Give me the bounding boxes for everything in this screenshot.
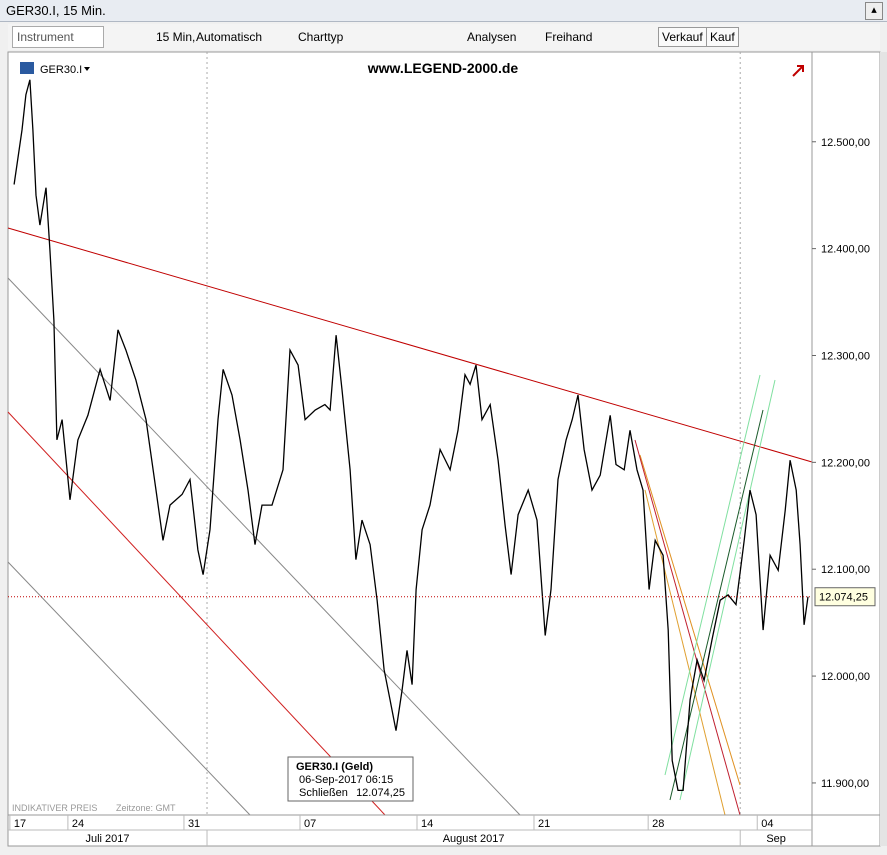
x-tick-label: 24	[72, 818, 84, 830]
trend-line	[679, 379, 776, 801]
trend-line	[664, 374, 761, 776]
title-bar: GER30.I, 15 Min. ▴	[0, 0, 887, 22]
tooltip-box	[287, 756, 414, 802]
trend-lines	[7, 227, 813, 816]
y-tick-label: 12.100,00	[821, 564, 870, 576]
chart-frame	[7, 51, 881, 847]
x-tick-label: 17	[14, 818, 26, 830]
month-label: August 2017	[443, 833, 505, 845]
tooltip-value: 12.074,25	[356, 787, 405, 799]
trend-line	[644, 489, 726, 816]
trend-line	[634, 439, 741, 816]
price-note: INDIKATIVER PREIS	[12, 803, 97, 813]
x-tick-label: 07	[304, 818, 316, 830]
legend-dropdown[interactable]	[84, 67, 90, 71]
y-tick-label: 12.200,00	[821, 457, 870, 469]
instrument-icon	[20, 62, 34, 74]
x-tick-label: 04	[761, 818, 773, 830]
month-label: Sep	[766, 833, 786, 845]
analyses-menu[interactable]: Analysen	[467, 30, 517, 44]
y-tick-label: 12.400,00	[821, 244, 870, 256]
scrollbar[interactable]	[880, 52, 887, 846]
tooltip-time: 06-Sep-2017 06:15	[299, 774, 393, 786]
trend-icon	[792, 65, 804, 77]
toolbar: Instrument 15 Min, Automatisch Charttyp …	[8, 24, 880, 50]
interval-select[interactable]: 15 Min,	[156, 30, 196, 44]
scale-select[interactable]: Automatisch	[196, 30, 263, 44]
x-tick-label: 14	[421, 818, 433, 830]
x-tick-label: 28	[652, 818, 664, 830]
trend-line	[7, 227, 813, 463]
trend-line	[7, 411, 386, 816]
y-tick-label: 12.500,00	[821, 137, 870, 149]
window-title: GER30.I, 15 Min.	[6, 3, 106, 18]
tooltip-field: Schließen	[299, 787, 348, 799]
price-line	[13, 79, 809, 792]
last-price-label: 12.074,25	[819, 592, 868, 604]
month-label: Juli 2017	[85, 833, 129, 845]
tooltip: GER30.I (Geld) 06-Sep-2017 06:15 Schließ…	[287, 756, 414, 802]
last-price-box	[814, 587, 876, 607]
trend-line	[639, 454, 741, 786]
y-tick-label: 11.900,00	[821, 778, 869, 790]
legend-entry[interactable]: GER30.I	[40, 64, 82, 76]
tooltip-title: GER30.I (Geld)	[296, 761, 373, 773]
close-button[interactable]: ▴	[865, 2, 883, 20]
chart-title: www.LEGEND-2000.de	[367, 60, 519, 76]
chart-type-menu[interactable]: Charttyp	[298, 30, 344, 44]
trend-line	[7, 277, 521, 816]
trend-line	[7, 561, 251, 816]
x-tick-label: 31	[188, 818, 200, 830]
trend-line	[669, 409, 764, 801]
instrument-input[interactable]: Instrument	[12, 26, 104, 48]
sell-button[interactable]: Verkauf	[658, 27, 707, 47]
y-tick-label: 12.000,00	[821, 671, 870, 683]
y-tick-label: 12.300,00	[821, 350, 870, 362]
x-tick-label: 21	[538, 818, 550, 830]
buy-button[interactable]: Kauf	[706, 27, 739, 47]
freehand-menu[interactable]: Freihand	[545, 30, 593, 44]
timezone: Zeitzone: GMT	[116, 803, 176, 813]
